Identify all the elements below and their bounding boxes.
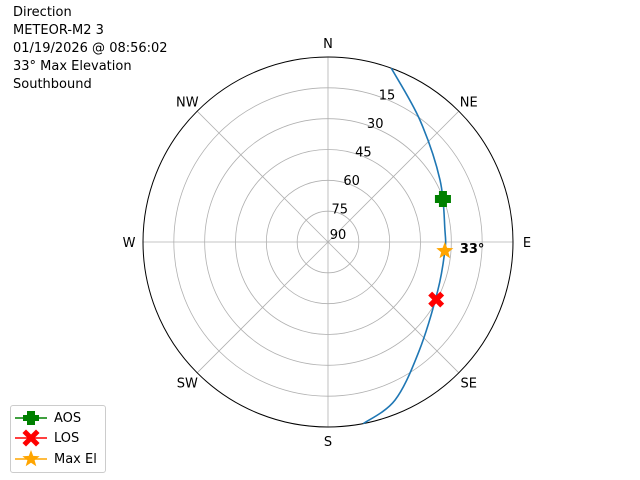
legend-label: AOS xyxy=(54,410,82,426)
title-line: Direction xyxy=(13,5,72,20)
radial-tick-label: 15 xyxy=(379,89,396,104)
direction-label: N xyxy=(323,37,333,52)
direction-label: SW xyxy=(177,377,198,392)
aos-marker xyxy=(434,191,451,208)
los-marker xyxy=(428,291,445,308)
chart-title: Direction METEOR-M2 3 01/19/2026 @ 08:56… xyxy=(13,4,168,94)
star-legend-icon xyxy=(15,450,47,467)
radial-tick-label: 30 xyxy=(367,117,384,132)
los-legend-icon xyxy=(15,429,47,447)
grid-spoke xyxy=(196,241,329,374)
grid-spoke xyxy=(196,110,329,243)
direction-label: W xyxy=(123,236,136,251)
legend: AOS LOS Max El xyxy=(10,405,106,473)
legend-label: Max El xyxy=(54,451,97,467)
legend-item-aos: AOS xyxy=(11,408,81,428)
title-line: 01/19/2026 @ 08:56:02 xyxy=(13,41,168,56)
radial-tick-label: 45 xyxy=(355,146,372,161)
legend-item-los: LOS xyxy=(11,428,79,448)
title-line: 33° Max Elevation xyxy=(13,59,132,74)
polar-frame xyxy=(142,56,514,428)
direction-label: S xyxy=(324,435,332,450)
direction-label: NW xyxy=(176,95,199,110)
title-line: Southbound xyxy=(13,77,92,92)
legend-label: LOS xyxy=(54,430,80,446)
radial-tick-label: 60 xyxy=(343,174,360,189)
aos-legend-icon xyxy=(15,411,47,425)
radial-tick-label: 75 xyxy=(332,203,349,218)
direction-label: E xyxy=(523,236,531,251)
direction-label: SE xyxy=(460,377,476,392)
max-el-marker xyxy=(436,242,454,259)
max-el-annotation: 33° xyxy=(460,242,485,257)
title-line: METEOR-M2 3 xyxy=(13,23,104,38)
grid-spoke xyxy=(327,110,460,243)
direction-label: NE xyxy=(460,95,478,110)
legend-item-max-el: Max El xyxy=(11,449,97,469)
grid-spoke xyxy=(327,241,460,374)
los-marker-stroke xyxy=(428,291,445,308)
radial-tick-label: 90 xyxy=(330,228,347,243)
